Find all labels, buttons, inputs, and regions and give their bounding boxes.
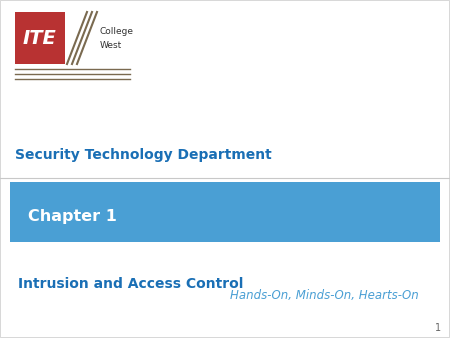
Bar	[10, 182, 440, 242]
Text: Hands-On, Minds-On, Hearts-On: Hands-On, Minds-On, Hearts-On	[230, 290, 418, 303]
Text: ITE: ITE	[23, 28, 57, 48]
Bar	[15, 12, 65, 64]
Text: West: West	[100, 41, 122, 50]
Text: Intrusion and Access Control: Intrusion and Access Control	[18, 277, 243, 291]
Text: Security Technology Department: Security Technology Department	[15, 148, 272, 162]
Text: Fundamentals in electrical measurements: Fundamentals in electrical measurements	[28, 246, 408, 262]
Text: College: College	[100, 27, 134, 36]
Text: Chapter 1: Chapter 1	[28, 210, 117, 224]
Text: 1: 1	[435, 323, 441, 333]
